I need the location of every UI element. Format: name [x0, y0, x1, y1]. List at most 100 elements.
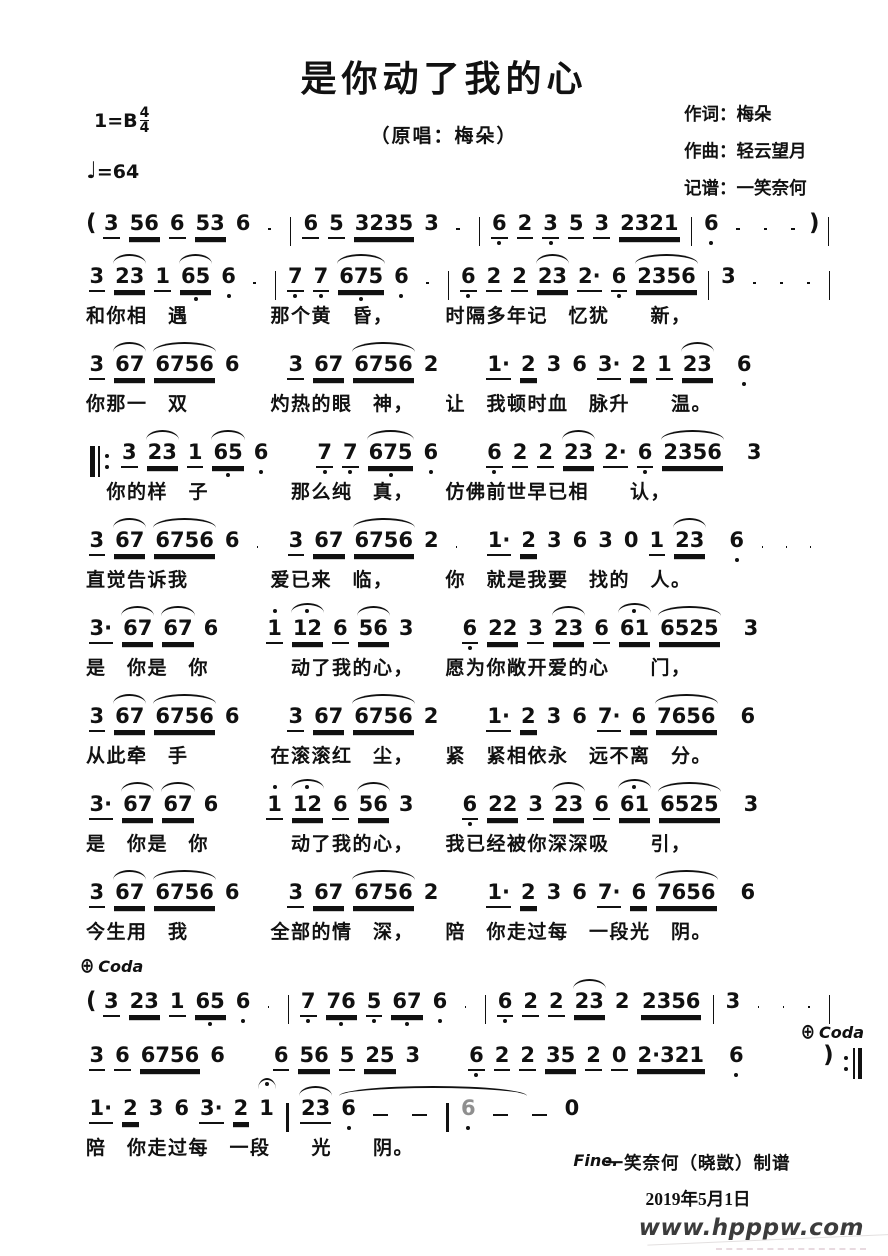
note: 6	[339, 1086, 527, 1130]
notation-row: 3 67 6756 6 3 67 6756 2 1· 2 3 6 3· 2 1 23 6	[84, 340, 836, 386]
note: 2	[423, 704, 439, 728]
notation-row: 3 67 6756 6 3 67 6756 2 1· 2 3 6 7· 6 7656 6	[84, 868, 836, 914]
note: 67	[121, 782, 155, 820]
note: 67	[113, 694, 147, 732]
duration-dash	[753, 281, 757, 285]
slur-arc	[617, 603, 652, 613]
octave-dot-below	[503, 1019, 508, 1023]
note: 6756	[153, 342, 216, 380]
note: 3	[88, 704, 106, 732]
octave-dot-below	[466, 294, 471, 298]
note: 6	[490, 211, 508, 245]
note: 23	[535, 254, 570, 292]
note: 2	[522, 989, 540, 1017]
note: 2	[516, 211, 534, 239]
duration-dash	[763, 227, 768, 231]
note: 6	[393, 264, 410, 298]
music-line-block: 3 67 6756 6 3 67 6756 2 1· 2 3 6 7· 6 7656 6 从此牵 手 在滚滚红 …	[84, 692, 836, 770]
note: 6756	[139, 1043, 201, 1071]
tempo-marking: ♩=64	[86, 158, 139, 184]
note: 3	[103, 211, 120, 239]
repeat-dots	[104, 453, 109, 469]
slur-arc	[352, 694, 415, 704]
octave-dot-below	[318, 294, 323, 298]
note: 1·	[486, 704, 511, 732]
lyrics-line: 和你相 遇 那个黄 昏， 时隔多年记 忆犹 新，	[86, 306, 692, 327]
octave-dot-below	[293, 294, 298, 298]
note: 67	[113, 870, 147, 908]
note: 6	[174, 1096, 189, 1120]
notation-row: 3 23 1 65 6 7 7 675 6 6 2 2 23 2· 6 2356 3	[84, 252, 836, 301]
note: 1·	[88, 1096, 114, 1124]
duration-dash	[736, 227, 740, 231]
note: 2	[548, 989, 565, 1017]
music-line-block: ⊕ Coda(3 23 1 65 6 7 76 5 67 6 6 2 2 23 2 2356 3 ⊕ Coda	[80, 954, 864, 1045]
slur-arc	[337, 254, 386, 264]
octave-dot-below	[226, 473, 231, 477]
slur-arc	[552, 606, 586, 616]
slur-arc	[161, 782, 195, 792]
note: 6	[253, 440, 270, 474]
slur-arc	[290, 603, 325, 613]
note: 61	[617, 603, 652, 644]
slur-arc	[655, 870, 718, 880]
note: 3	[287, 528, 305, 556]
slur-arc	[673, 518, 707, 528]
note: 1	[168, 989, 186, 1017]
note: 3	[743, 616, 759, 640]
duration-dash	[464, 1005, 467, 1009]
note: 2	[585, 1043, 602, 1071]
note: 6	[593, 616, 610, 644]
note: 1	[186, 440, 204, 468]
note: 3	[88, 528, 106, 556]
note: 6	[486, 440, 503, 474]
note: 3	[88, 1043, 106, 1071]
lyricist: 作词：梅朵	[684, 104, 772, 124]
note: 1·	[486, 352, 511, 380]
octave-dot-below	[709, 241, 714, 245]
music-line-block: 3 67 6756 6 3 67 6756 2 1· 2 3 6 7· 6 7656 6 今生用 我 全部的情 …	[84, 868, 836, 946]
note: 6	[114, 1043, 131, 1071]
footer-maker: 一笑奈何（晓敳）制谱	[605, 1153, 791, 1173]
note: 2	[423, 880, 439, 904]
note: 2	[519, 880, 537, 908]
note: 6	[630, 704, 648, 732]
note: 53	[194, 211, 226, 239]
close-paren: )	[808, 210, 820, 236]
note: 25	[364, 1043, 396, 1071]
repeat-start-barline	[90, 445, 111, 477]
music-line-block: 3 6 6756 6 6 56 5 25 3 6 2 2 35 2 0 2·321 6)	[84, 1030, 863, 1079]
note: 56	[356, 606, 390, 644]
music-line-block: 3 67 6756 6 3 67 6756 2 1· 2 3 6 3 0 1 23 6 直觉告诉我 爱已来 临， …	[84, 516, 836, 594]
composer: 作曲：轻云望月	[684, 141, 807, 161]
note: 3	[424, 211, 439, 235]
note: 2	[232, 1096, 250, 1124]
barline	[446, 1102, 449, 1132]
duration-dash	[493, 1113, 509, 1117]
coda-label: Coda	[98, 956, 144, 976]
repeat-dot	[104, 453, 109, 458]
note: 3	[398, 616, 414, 640]
note: 1·	[486, 880, 511, 908]
note: 6	[461, 616, 479, 650]
note: 5	[365, 989, 383, 1023]
note: 2·	[603, 440, 628, 468]
open-paren: (	[86, 210, 97, 236]
note: 3	[743, 792, 759, 816]
note: 7656	[655, 694, 718, 732]
note: 6756	[153, 518, 216, 556]
notation-row: 3 6 6756 6 6 56 5 25 3 6 2 2 35 2 0 2·321 6)	[84, 1030, 863, 1079]
note: 3	[598, 528, 613, 552]
note: 67	[313, 704, 345, 732]
note: 6	[572, 880, 587, 904]
lyrics-line: 是 你是 你 动了我的心， 我已经被你深深吸 引，	[86, 834, 692, 855]
slur-arc	[655, 694, 718, 704]
octave-dot-below	[467, 646, 472, 650]
note: 7	[312, 264, 330, 298]
slur-arc	[153, 342, 216, 352]
note: 6756	[352, 694, 415, 732]
note: 6	[332, 792, 349, 820]
note: 67	[313, 528, 345, 556]
duration-dash	[806, 281, 810, 285]
